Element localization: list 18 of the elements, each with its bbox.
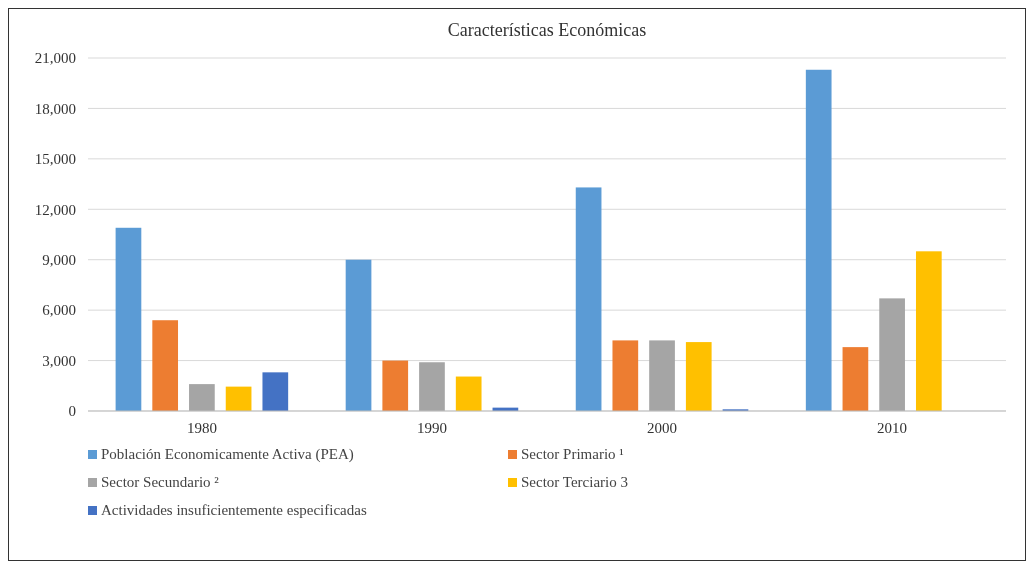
y-tick-label: 12,000 [34,201,76,218]
legend-label: Sector Terciario 3 [521,474,628,490]
y-tick-label: 6,000 [42,302,76,319]
legend-label: Sector Secundario ² [101,474,220,490]
x-tick-label: 1980 [186,420,217,436]
y-tick-label: 21,000 [34,50,76,67]
chart-title: Características Económicas [447,20,647,40]
y-tick-label: 18,000 [34,100,76,117]
y-tick-label: 3,000 [42,352,76,369]
y-tick-label: 15,000 [34,151,76,168]
legend-label: Sector Primario ¹ [521,446,624,462]
y-tick-label: 9,000 [42,251,76,268]
y-tick-label: 0 [68,403,76,420]
x-tick-label: 2000 [647,420,678,436]
x-tick-label: 1990 [416,420,447,436]
x-tick-label: 2010 [877,420,908,436]
legend-label: Actividades insuficientemente especificadas [101,502,367,518]
legend-label: Población Economicamente Activa (PEA) [101,446,354,463]
